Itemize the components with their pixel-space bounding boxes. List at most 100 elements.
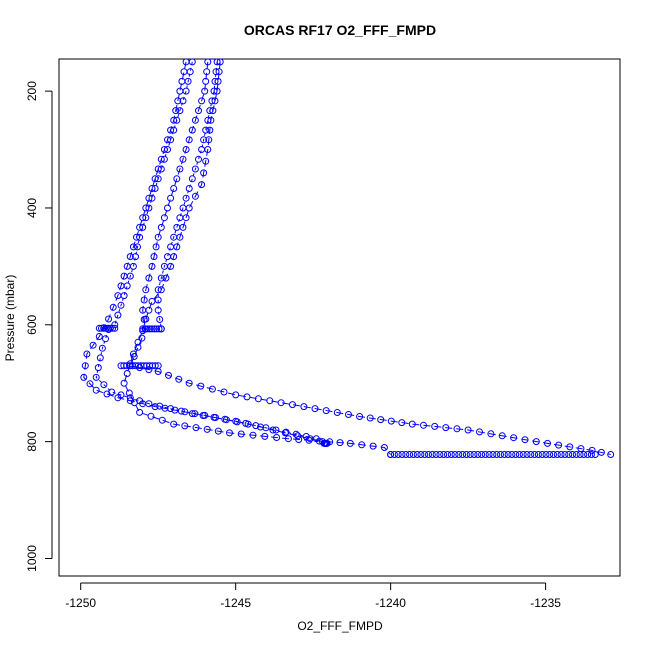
data-point [202,126,210,134]
data-point [243,393,251,401]
data-point [466,451,474,458]
data-point [369,442,377,450]
data-point [322,407,330,415]
data-point [141,325,149,333]
data-point [409,451,417,458]
data-point [126,272,134,280]
x-tick-label: -1245 [220,596,251,610]
data-point [98,324,105,332]
data-point [86,380,94,388]
data-point [151,403,159,411]
data-point [470,451,478,458]
data-point [176,214,184,222]
data-point [98,344,106,352]
data-point [155,325,163,333]
data-point [191,165,199,173]
data-point [185,185,193,192]
axes-layer: -1250 -1245 -1240 -1235 200 400 600 800 1000 [25,81,561,610]
data-point [493,451,501,458]
data-point [485,451,493,458]
data-point [157,274,165,282]
data-point [151,185,159,192]
data-point [261,432,269,440]
data-point [587,451,595,458]
data-point [521,436,529,444]
data-point [394,451,402,458]
data-point [198,181,206,189]
data-point [420,421,427,429]
data-point [406,451,414,458]
data-point [476,428,483,436]
data-point [580,451,588,458]
data-point [150,253,158,261]
y-tick-label: 800 [25,431,39,451]
data-point [195,155,202,163]
data-point [147,412,155,420]
data-point [398,451,406,458]
data-point [200,136,208,144]
y-tick-label: 200 [25,81,39,101]
data-point [500,451,508,458]
data-point [569,451,576,458]
data-point [207,116,215,124]
data-point [129,262,137,270]
chart-title: ORCAS RF17 O2_FFF_FMPD [244,22,436,38]
data-point [145,366,153,374]
data-point [555,441,563,449]
data-point [209,107,217,115]
data-point [202,77,210,85]
data-point [428,451,436,458]
data-point [408,420,416,428]
data-point [114,311,122,319]
data-point [345,411,352,418]
data-point [170,185,178,192]
data-point [232,391,240,399]
data-point [512,451,520,458]
data-point [156,316,164,323]
data-point [81,362,89,370]
data-point [182,87,190,95]
data-point [538,451,546,458]
data-point [167,126,175,134]
data-point [111,324,119,332]
data-point [277,399,285,407]
data-point [333,409,341,416]
data-point [284,435,292,443]
data-point [188,58,196,66]
data-point [262,424,270,432]
data-point [92,386,100,394]
data-point [390,451,398,458]
data-point [179,97,187,105]
data-point [148,325,156,333]
data-point [214,77,222,85]
data-point [132,253,139,261]
data-point [170,253,178,261]
data-point [213,87,221,95]
data-point [557,451,565,458]
data-point [152,243,160,251]
data-point [300,403,308,411]
data-point [109,324,117,332]
data-point [204,58,212,66]
data-point [216,58,224,66]
data-point [192,424,200,432]
data-point [188,126,196,134]
data-point [200,169,208,177]
data-point [436,451,444,458]
data-point [214,427,222,435]
data-point [175,375,183,383]
data-point [142,315,150,323]
data-point [106,324,114,332]
data-point [145,274,153,282]
data-point [215,68,223,76]
data-point [177,407,185,415]
data-point [212,68,220,76]
y-tick-label: 1000 [25,545,39,572]
data-point [356,413,364,420]
data-point [172,107,180,115]
data-point [257,423,264,431]
data-point [160,155,168,163]
data-point [323,439,331,447]
data-point [154,175,162,183]
data-point [92,373,100,381]
